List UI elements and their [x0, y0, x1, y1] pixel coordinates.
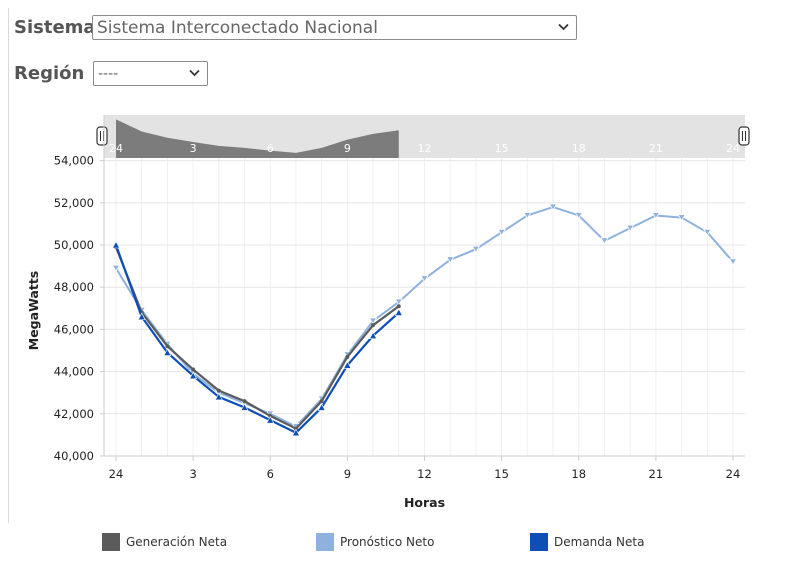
y-tick-label: 44,000	[54, 365, 94, 379]
navigator-tick-label: 24	[109, 142, 123, 155]
chevron-down-icon	[189, 69, 200, 77]
x-tick-label: 3	[189, 467, 196, 481]
navigator-tick-label: 12	[418, 142, 432, 155]
data-point-generacion	[293, 426, 298, 431]
legend-item-generacion[interactable]: Generación Neta	[102, 533, 227, 551]
sistema-select[interactable]: Sistema Interconectado Nacional	[92, 15, 577, 40]
region-label: Región	[14, 63, 85, 84]
legend-label-pronostico: Pronóstico Neto	[340, 535, 435, 549]
data-point-generacion	[268, 413, 273, 418]
navigator-tick-label: 24	[726, 142, 740, 155]
y-tick-label: 54,000	[54, 154, 94, 168]
data-point-pronostico	[111, 264, 121, 273]
data-point-pronostico	[497, 228, 506, 237]
y-tick-label: 50,000	[54, 238, 94, 252]
region-row: Región ----	[14, 61, 208, 86]
legend-label-generacion: Generación Neta	[126, 535, 228, 549]
chevron-down-icon	[558, 23, 569, 31]
data-point-generacion	[191, 367, 196, 372]
sistema-row: Sistema Sistema Interconectado Nacional	[14, 15, 577, 40]
legend-swatch-generacion	[102, 533, 120, 551]
data-point-demanda	[111, 240, 121, 249]
data-point-pronostico	[523, 212, 532, 220]
left-divider	[8, 8, 9, 523]
data-point-pronostico	[651, 212, 661, 220]
data-point-generacion	[165, 344, 170, 349]
x-tick-label: 12	[417, 467, 432, 481]
sistema-select-value: Sistema Interconectado Nacional	[97, 17, 378, 38]
data-point-pronostico	[548, 203, 558, 211]
x-tick-label: 15	[494, 467, 509, 481]
data-point-generacion	[371, 323, 376, 328]
data-point-pronostico	[677, 214, 686, 222]
data-point-generacion	[216, 388, 221, 393]
y-tick-label: 52,000	[54, 196, 94, 210]
y-tick-label: 42,000	[54, 407, 94, 421]
legend-item-pronostico[interactable]: Pronóstico Neto	[316, 533, 434, 551]
data-point-pronostico	[446, 256, 455, 264]
data-point-pronostico	[574, 212, 583, 220]
navigator-tick-label: 21	[649, 142, 663, 155]
legend-swatch-demanda	[530, 533, 548, 551]
legend-swatch-pronostico	[316, 533, 334, 551]
y-axis-title: MegaWatts	[26, 271, 41, 350]
data-point-demanda	[189, 371, 198, 380]
data-point-demanda	[291, 428, 300, 437]
data-point-demanda	[163, 348, 172, 356]
legend-item-demanda[interactable]: Demanda Neta	[530, 533, 644, 551]
demand-chart: 24 3 6 9 12 15 18 21 24 40,000 42,000 44,000 46,000 4…	[26, 115, 750, 510]
navigator-handle-left[interactable]	[96, 126, 108, 146]
series-line-generacion	[114, 246, 400, 430]
data-point-generacion	[319, 399, 324, 404]
y-tick-label: 46,000	[54, 322, 94, 336]
handle-body	[738, 126, 750, 146]
x-tick-label: 9	[344, 467, 351, 481]
data-point-demanda	[343, 361, 352, 369]
data-point-pronostico	[368, 317, 378, 325]
region-select-value: ----	[98, 65, 119, 82]
region-select[interactable]: ----	[93, 61, 208, 86]
x-tick-label: 18	[571, 467, 586, 481]
data-point-pronostico	[471, 245, 481, 254]
series-line-demanda	[114, 244, 400, 434]
navigator-tick-label: 3	[190, 142, 197, 155]
sistema-label: Sistema	[14, 17, 96, 38]
navigator-tick-label: 15	[495, 142, 509, 155]
data-point-pronostico	[625, 224, 635, 232]
data-point-pronostico	[728, 258, 738, 266]
x-tick-label: 24	[726, 467, 741, 481]
data-point-demanda	[394, 308, 403, 316]
legend-label-demanda: Demanda Neta	[554, 535, 645, 549]
y-tick-label: 40,000	[54, 449, 94, 463]
data-point-generacion	[345, 354, 350, 359]
data-point-pronostico	[394, 298, 403, 306]
x-tick-label: 24	[109, 467, 124, 481]
handle-body	[96, 126, 108, 146]
chart-legend: Generación Neta Pronóstico Neto Demanda …	[0, 533, 800, 553]
y-tick-label: 48,000	[54, 280, 94, 294]
navigator-handle-right[interactable]	[738, 126, 750, 146]
data-point-demanda	[240, 403, 249, 411]
data-point-demanda	[214, 392, 223, 401]
navigator-tick-label: 6	[267, 142, 274, 155]
data-point-demanda	[317, 403, 326, 411]
navigator-tick-label: 18	[572, 142, 586, 155]
data-point-demanda	[369, 331, 378, 340]
navigator-tick-label: 9	[344, 142, 351, 155]
data-point-generacion	[242, 399, 247, 404]
data-point-demanda	[137, 312, 146, 321]
data-point-demanda	[266, 415, 275, 424]
data-point-pronostico	[600, 237, 609, 245]
x-tick-label: 21	[649, 467, 664, 481]
data-point-pronostico	[703, 228, 712, 237]
navigator-area	[116, 119, 399, 158]
x-tick-label: 6	[267, 467, 274, 481]
data-point-generacion	[396, 304, 401, 309]
x-axis-title: Horas	[404, 495, 445, 510]
data-point-pronostico	[420, 275, 429, 283]
